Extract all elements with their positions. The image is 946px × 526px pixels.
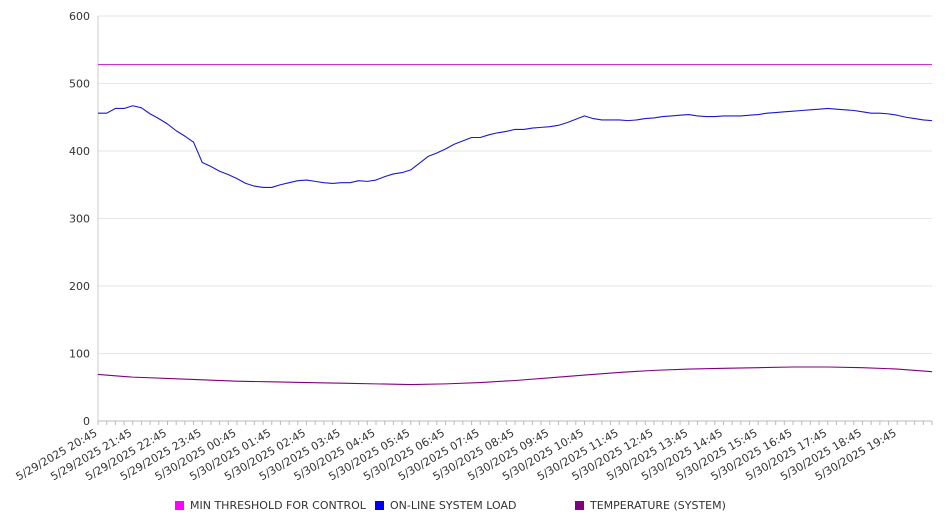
x-axis-ticks: 5/29/2025 20:455/29/2025 21:455/29/2025 … [14,426,899,483]
y-tick-label: 100 [69,348,90,361]
legend-item-system-load[interactable]: ON-LINE SYSTEM LOAD [375,499,516,512]
legend-item-min-threshold[interactable]: MIN THRESHOLD FOR CONTROL [175,499,366,512]
series-line-temperature [97,366,933,386]
y-axis-ticks: 0 100 200 300 400 500 600 [69,10,90,428]
legend-label: TEMPERATURE (SYSTEM) [590,499,726,512]
axes [97,16,933,425]
legend: MIN THRESHOLD FOR CONTROL ON-LINE SYSTEM… [0,499,946,515]
series-line-system-load [98,105,933,188]
legend-swatch-icon [375,501,384,510]
y-tick-label: 400 [69,145,90,158]
y-tick-label: 300 [69,213,90,226]
gridlines [98,15,932,354]
legend-item-temperature[interactable]: TEMPERATURE (SYSTEM) [575,499,726,512]
y-tick-label: 500 [69,78,90,91]
legend-swatch-icon [575,501,584,510]
legend-label: ON-LINE SYSTEM LOAD [390,499,517,512]
series-lines [97,64,933,386]
legend-swatch-icon [175,501,184,510]
legend-label: MIN THRESHOLD FOR CONTROL [190,499,366,512]
y-tick-label: 200 [69,280,90,293]
y-tick-label: 0 [83,415,90,428]
y-tick-label: 600 [69,10,90,23]
